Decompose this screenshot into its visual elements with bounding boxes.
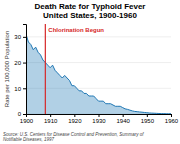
axis-line xyxy=(23,25,27,115)
tick-label: 1900 xyxy=(20,118,34,124)
tick: 1920 xyxy=(68,114,82,124)
tick-label: 1960 xyxy=(165,118,179,124)
tick: 20 xyxy=(14,60,26,66)
tick: 1910 xyxy=(44,114,58,124)
tick-mark xyxy=(74,114,75,117)
axis-line xyxy=(27,115,172,118)
annotation-line xyxy=(45,24,46,114)
title-line: United States, 1900-1960 xyxy=(43,11,137,20)
tick: 1930 xyxy=(92,114,106,124)
tick-label: 1940 xyxy=(116,118,130,124)
tick-label: 0 xyxy=(18,111,22,117)
source-line: Notifiable Diseases, 1997 xyxy=(3,137,55,142)
tick-mark xyxy=(99,114,100,117)
tick: 1960 xyxy=(165,114,179,124)
tick-label: 1950 xyxy=(141,118,155,124)
plot: Chlorination Begun1900191019201930194019… xyxy=(14,24,179,124)
tick-mark xyxy=(147,114,148,117)
source: Source: U.S. Centers for Disease Control… xyxy=(3,132,144,142)
annotation: Chlorination Begun xyxy=(48,27,104,33)
tick-mark xyxy=(23,63,26,64)
tick-mark xyxy=(171,114,172,117)
source-line: Source: U.S. Centers for Disease Control… xyxy=(3,132,144,137)
title: Death Rate for Typhoid FeverUnited State… xyxy=(35,2,146,20)
tick: 1940 xyxy=(116,114,130,124)
tick: 10 xyxy=(14,86,26,92)
y-label: Rate per 100,000 Population xyxy=(4,31,10,107)
tick-label: 1930 xyxy=(92,118,106,124)
area xyxy=(26,34,171,114)
tick: 1950 xyxy=(141,114,155,124)
marks xyxy=(26,24,171,114)
tick-mark xyxy=(23,37,26,38)
tick-mark xyxy=(23,88,26,89)
grid-line xyxy=(26,62,171,63)
tick: 1900 xyxy=(20,114,34,124)
tick-label: 20 xyxy=(14,60,21,66)
tick-label: 30 xyxy=(14,34,21,40)
x-axis: 1900 1910 1920 1930 1940 1950 1960 xyxy=(20,114,179,124)
tick-mark xyxy=(23,114,26,115)
tick-mark xyxy=(123,114,124,117)
tick: 30 xyxy=(14,34,26,40)
tick-label: 1910 xyxy=(44,118,58,124)
y-axis: 0 10 20 30 xyxy=(14,25,26,118)
tick: 0 xyxy=(18,111,26,117)
chart: Death Rate for Typhoid FeverUnited State… xyxy=(0,0,180,144)
grid-line xyxy=(26,36,171,37)
tick-mark xyxy=(50,114,51,117)
tick-label: 1920 xyxy=(68,118,82,124)
tick-label: 10 xyxy=(14,86,21,92)
line xyxy=(26,34,171,113)
title-line: Death Rate for Typhoid Fever xyxy=(35,2,146,11)
